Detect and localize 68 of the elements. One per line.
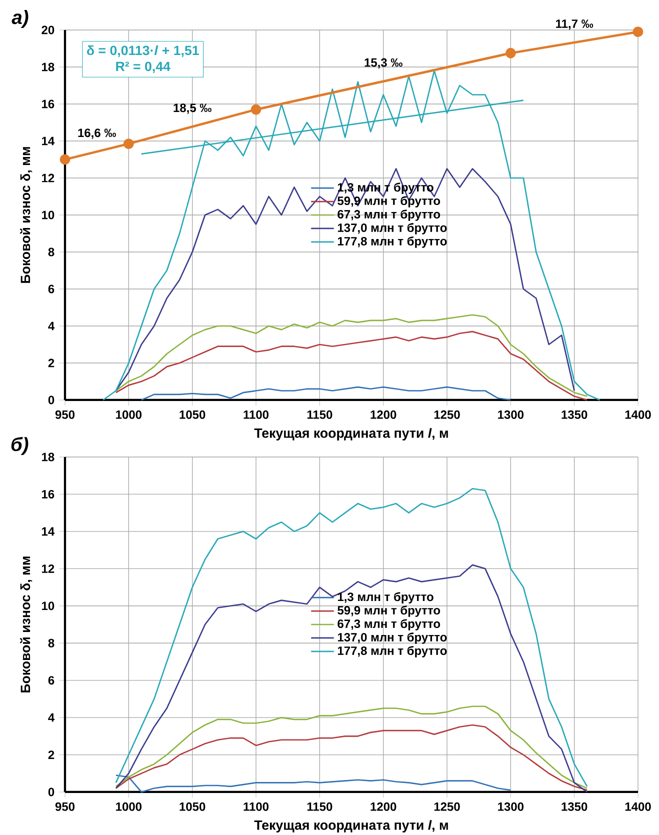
x-tick-label: 1050 [180,410,206,419]
x-tick-label: 1150 [307,802,332,811]
x-tick-label: 1200 [370,410,396,419]
line-series [115,314,588,397]
annotation: 16,6 ‰ [78,128,116,139]
point [123,138,134,149]
x-tick-label: 1150 [307,410,332,419]
y-axis-title: Боковой износ δ, мм [20,556,32,692]
x-tick-label: 1100 [244,410,269,419]
x-tick-label: 1400 [625,410,651,419]
x-tick-label: 1300 [498,410,524,419]
y-tick-label: 12 [42,564,54,573]
annotation: 18,5 ‰ [174,104,212,114]
x-tick-label: 1250 [434,802,460,811]
x-tick-label: 1300 [498,802,524,811]
legend-label: 177,8 млн т брутто [338,646,447,658]
y-tick-label: 18 [42,452,54,462]
y-tick-label: 4 [48,322,55,330]
x-axis-title: Текущая координата пути l, м [254,428,448,440]
y-tick-label: 0 [48,788,54,796]
y-tick-label: 18 [42,62,54,72]
chart-title: а) [12,10,28,28]
annotation: 11,7 ‰ [556,20,594,30]
x-tick-label: 1350 [562,802,588,811]
y-tick-label: 6 [48,284,54,294]
x-tick-label: 950 [55,802,75,811]
legend-label: 137,0 млн т брутто [338,632,447,644]
x-tick-label: 1100 [244,802,269,811]
x-tick-label: 1000 [116,802,142,811]
y-tick-label: 12 [42,174,54,182]
y-tick-label: 4 [48,713,55,722]
y-tick-label: 14 [42,136,55,146]
y-tick-label: 10 [42,602,54,610]
y-tick-label: 8 [48,248,54,256]
y-tick-label: 10 [42,210,54,220]
x-tick-label: 1250 [434,410,460,419]
y-tick-label: 16 [42,490,54,498]
legend-label: 59,9 млн т брутто [338,606,440,617]
chart-title: б) [11,436,28,455]
point [60,154,70,165]
x-axis-title: Текущая координата пути l, м [254,820,448,832]
x-tick-label: 950 [55,410,75,419]
point [632,26,644,38]
line-series [115,168,575,392]
x-tick-label: 1200 [370,802,396,811]
y-axis-title: Боковой износ δ, мм [20,147,32,283]
y-tick-label: 2 [48,358,54,368]
y-tick-label: 14 [42,527,55,536]
legend-label: 67,3 млн т брутто [338,619,440,630]
y-tick-label: 16 [42,100,54,108]
legend-label: 137,0 млн т брутто [338,223,447,234]
legend-label: 67,3 млн т брутто [338,210,440,221]
legend-label: 177,8 млн т брутто [338,236,447,248]
x-tick-label: 1000 [116,410,142,419]
x-tick-label: 1350 [562,410,588,419]
annotation: δ = 0,0113·l + 1,51 [87,45,199,58]
legend-label: 1,3 млн т брутто [338,592,434,604]
y-tick-label: 20 [42,26,54,34]
x-tick-label: 1050 [180,802,206,811]
annotation: R² = 0,44 [116,62,170,74]
point [250,104,262,115]
point [505,48,516,58]
y-tick-label: 2 [48,750,54,759]
annotation: 15,3 ‰ [364,58,402,69]
y-tick-label: 8 [48,638,54,648]
y-tick-label: 0 [48,396,54,404]
y-tick-label: 6 [48,676,54,685]
x-tick-label: 1400 [625,802,651,811]
